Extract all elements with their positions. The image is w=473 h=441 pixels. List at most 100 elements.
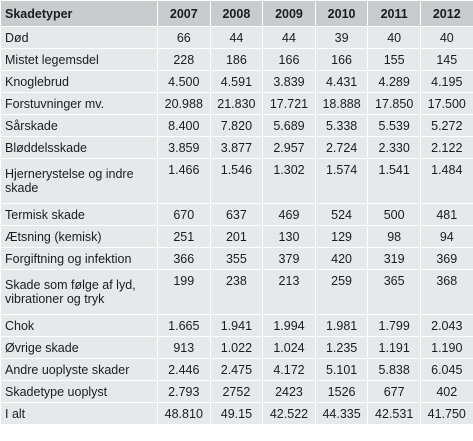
table-row: Knoglebrud 4.500 4.591 3.839 4.431 4.289 4.195: [0, 70, 473, 93]
table-row: Øvrige skade 913 1.022 1.024 1.235 1.191 1.190: [0, 336, 473, 359]
row-label: Øvrige skade: [0, 336, 158, 359]
value-cell: 319: [367, 247, 421, 270]
value-cell: 1.574: [314, 158, 369, 204]
value-cell: 199: [157, 269, 211, 315]
row-label: Skadetype uoplyst: [0, 380, 158, 403]
value-cell: 40: [367, 26, 421, 49]
value-cell: 8.400: [157, 114, 211, 137]
value-cell: 1.484: [419, 158, 473, 204]
table-row: Andre uoplyste skader 2.446 2.475 4.172 5.10…: [0, 358, 473, 381]
value-cell: 379: [262, 247, 316, 270]
value-cell: 4.289: [367, 70, 421, 93]
value-cell: 2.122: [419, 136, 473, 159]
value-cell: 17.850: [367, 92, 421, 115]
value-cell: 17.721: [262, 92, 316, 115]
column-header-year: 2012: [419, 0, 473, 27]
column-header-year: 2009: [262, 0, 316, 27]
value-cell: 1.235: [314, 336, 369, 359]
value-cell: 5.539: [367, 114, 421, 137]
value-cell: 2423: [262, 380, 316, 403]
value-cell: 3.859: [157, 136, 211, 159]
value-cell: 1.941: [209, 314, 264, 337]
value-cell: 213: [262, 269, 316, 315]
value-cell: 5.272: [419, 114, 473, 137]
table-row: Forgiftning og infektion 366 355 379 420 319 3…: [0, 247, 473, 270]
table-row: Mistet legemsdel 228 186 166 166 155 145: [0, 48, 473, 71]
value-cell: 49.15: [209, 402, 264, 425]
value-cell: 259: [314, 269, 369, 315]
value-cell: 5.101: [314, 358, 369, 381]
value-cell: 4.195: [419, 70, 473, 93]
table-row: I alt 48.810 49.15 42.522 44.335 42.531 41.750: [0, 402, 473, 425]
row-label: Sårskade: [0, 114, 158, 137]
value-cell: 2.793: [157, 380, 211, 403]
value-cell: 1.022: [209, 336, 264, 359]
value-cell: 42.522: [262, 402, 316, 425]
table-row: Chok 1.665 1.941 1.994 1.981 1.799 2.043: [0, 314, 473, 337]
header-row: Skadetyper 2007 2008 2009 2010 2011 2012: [0, 0, 473, 27]
value-cell: 368: [419, 269, 473, 315]
value-cell: 238: [209, 269, 264, 315]
value-cell: 2.446: [157, 358, 211, 381]
value-cell: 18.888: [314, 92, 369, 115]
value-cell: 130: [262, 225, 316, 248]
value-cell: 1.024: [262, 336, 316, 359]
value-cell: 1.799: [367, 314, 421, 337]
value-cell: 251: [157, 225, 211, 248]
value-cell: 5.838: [367, 358, 421, 381]
table-header: Skadetyper 2007 2008 2009 2010 2011 2012: [0, 0, 473, 27]
value-cell: 44: [262, 26, 316, 49]
value-cell: 4.172: [262, 358, 316, 381]
row-label: Ætsning (kemisk): [0, 225, 158, 248]
value-cell: 1.302: [262, 158, 316, 204]
value-cell: 201: [209, 225, 264, 248]
value-cell: 2.724: [314, 136, 369, 159]
value-cell: 17.500: [419, 92, 473, 115]
value-cell: 40: [419, 26, 473, 49]
value-cell: 481: [419, 203, 473, 226]
value-cell: 1.546: [209, 158, 264, 204]
value-cell: 2752: [209, 380, 264, 403]
value-cell: 1.466: [157, 158, 211, 204]
value-cell: 39: [314, 26, 369, 49]
table-row: Hjernerystelse og indre skade 1.466 1.546 1…: [0, 158, 473, 204]
table-row: Skade som følge af lyd, vibrationer og t…: [0, 269, 473, 315]
value-cell: 420: [314, 247, 369, 270]
value-cell: 1526: [314, 380, 369, 403]
table-row: Sårskade 8.400 7.820 5.689 5.338 5.539 5.272: [0, 114, 473, 137]
row-label: Mistet legemsdel: [0, 48, 158, 71]
value-cell: 469: [262, 203, 316, 226]
column-header-year: 2010: [314, 0, 369, 27]
value-cell: 2.957: [262, 136, 316, 159]
value-cell: 66: [157, 26, 211, 49]
value-cell: 94: [419, 225, 473, 248]
column-header-year: 2011: [367, 0, 421, 27]
value-cell: 1.541: [367, 158, 421, 204]
value-cell: 48.810: [157, 402, 211, 425]
injury-types-table: Skadetyper 2007 2008 2009 2010 2011 2012…: [0, 0, 473, 425]
column-header-year: 2007: [157, 0, 211, 27]
value-cell: 3.877: [209, 136, 264, 159]
value-cell: 677: [367, 380, 421, 403]
value-cell: 1.190: [419, 336, 473, 359]
column-header-skadetyper: Skadetyper: [0, 0, 158, 27]
value-cell: 21.830: [209, 92, 264, 115]
value-cell: 637: [209, 203, 264, 226]
value-cell: 4.431: [314, 70, 369, 93]
value-cell: 1.665: [157, 314, 211, 337]
value-cell: 7.820: [209, 114, 264, 137]
table-row: Ætsning (kemisk) 251 201 130 129 98 94: [0, 225, 473, 248]
value-cell: 6.045: [419, 358, 473, 381]
value-cell: 41.750: [419, 402, 473, 425]
value-cell: 1.994: [262, 314, 316, 337]
value-cell: 524: [314, 203, 369, 226]
value-cell: 4.591: [209, 70, 264, 93]
table-row: Skadetype uoplyst 2.793 2752 2423 1526 677 402: [0, 380, 473, 403]
value-cell: 166: [314, 48, 369, 71]
value-cell: 145: [419, 48, 473, 71]
value-cell: 44.335: [314, 402, 369, 425]
value-cell: 355: [209, 247, 264, 270]
value-cell: 1.981: [314, 314, 369, 337]
table-row: Termisk skade 670 637 469 524 500 481: [0, 203, 473, 226]
value-cell: 913: [157, 336, 211, 359]
